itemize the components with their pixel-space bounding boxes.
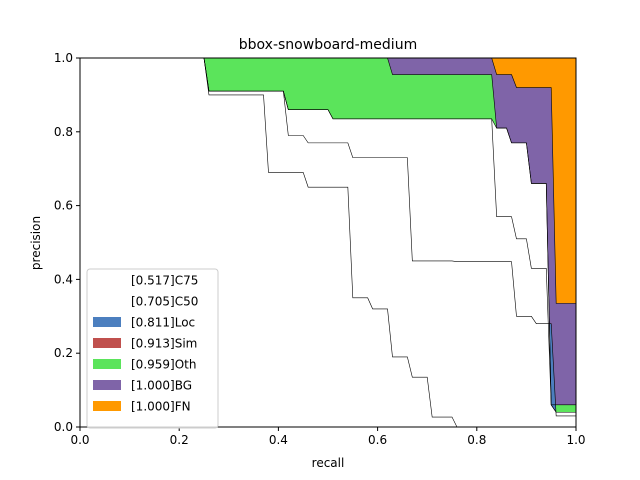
legend-swatch [93, 275, 121, 285]
legend-swatch [93, 296, 121, 306]
y-tick-label: 1.0 [54, 51, 73, 65]
legend-swatch [93, 317, 121, 327]
y-tick-label: 0.4 [54, 272, 73, 286]
legend-label: [0.913]Sim [131, 337, 197, 351]
x-tick-label: 0.8 [467, 433, 486, 447]
y-axis-ticks: 0.0 0.2 0.4 0.6 0.8 1.0 [54, 51, 80, 434]
x-axis-ticks: 0.0 0.2 0.4 0.6 0.8 1.0 [70, 427, 586, 447]
series-line-0 [80, 57, 576, 428]
legend-swatch [93, 401, 121, 411]
x-tick-label: 1.0 [566, 433, 585, 447]
legend-label: [1.000]BG [131, 379, 192, 393]
legend-swatch [93, 338, 121, 348]
x-axis-label: recall [312, 456, 345, 470]
x-tick-label: 0.6 [368, 433, 387, 447]
y-tick-label: 0.0 [54, 420, 73, 434]
legend-label: [0.959]Oth [131, 358, 196, 372]
x-tick-label: 0.0 [70, 433, 89, 447]
legend: [0.517]C75 [0.705]C50 [0.811]Loc [0.913]Sim… [86, 268, 219, 429]
series-line-3 [80, 57, 576, 413]
legend-swatch [93, 359, 121, 369]
legend-swatch [93, 380, 121, 390]
y-axis-label: precision [29, 216, 43, 270]
legend-label: [0.811]Loc [131, 316, 195, 330]
legend-label: [0.517]C75 [131, 274, 198, 288]
x-tick-label: 0.4 [269, 433, 288, 447]
series-line-5 [80, 57, 576, 304]
plot-frame [79, 57, 577, 428]
chart-title: bbox-snowboard-medium [239, 37, 417, 53]
series-line-2 [80, 57, 576, 417]
y-tick-label: 0.2 [54, 346, 73, 360]
series-line-4 [80, 57, 576, 406]
y-tick-label: 0.8 [54, 125, 73, 139]
x-tick-label: 0.2 [170, 433, 189, 447]
legend-label: [1.000]FN [131, 400, 191, 414]
legend-label: [0.705]C50 [131, 295, 198, 309]
y-tick-label: 0.6 [54, 199, 73, 213]
